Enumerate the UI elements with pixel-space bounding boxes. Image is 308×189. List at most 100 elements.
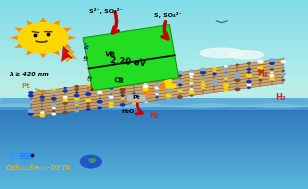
Circle shape [97,100,103,104]
Circle shape [75,88,79,91]
Circle shape [109,99,114,102]
Circle shape [269,62,275,65]
Circle shape [270,65,274,68]
Circle shape [74,97,79,100]
Circle shape [201,83,205,86]
Circle shape [63,99,68,102]
Circle shape [80,155,102,168]
Circle shape [120,103,125,107]
Polygon shape [53,20,60,26]
Circle shape [224,77,228,80]
Circle shape [166,85,171,88]
Circle shape [167,91,170,93]
Text: CB: CB [114,77,125,84]
Circle shape [51,91,56,94]
Polygon shape [26,50,34,56]
Circle shape [247,83,251,86]
Circle shape [270,68,274,70]
Circle shape [282,67,285,69]
Circle shape [75,92,78,94]
Ellipse shape [200,48,243,58]
Circle shape [74,100,79,103]
Circle shape [165,84,172,88]
Circle shape [109,86,114,89]
Circle shape [98,88,101,91]
Circle shape [165,94,172,97]
Circle shape [236,85,239,87]
Circle shape [143,75,148,79]
Circle shape [189,70,194,72]
Circle shape [155,90,160,92]
Circle shape [52,110,55,112]
Circle shape [63,102,68,105]
Polygon shape [39,53,47,58]
Circle shape [190,88,193,91]
Polygon shape [63,28,72,32]
Circle shape [223,83,229,87]
Circle shape [166,88,171,91]
Circle shape [281,60,286,63]
Circle shape [178,84,182,86]
Circle shape [63,96,68,99]
Circle shape [87,102,90,104]
Circle shape [75,110,79,112]
Circle shape [28,94,34,97]
Circle shape [18,23,68,53]
Circle shape [247,71,251,74]
Circle shape [85,92,91,96]
Polygon shape [62,46,72,61]
Circle shape [132,99,136,101]
Circle shape [235,88,240,91]
Circle shape [166,78,172,82]
Circle shape [144,79,148,81]
Circle shape [63,90,68,93]
Circle shape [223,74,229,77]
Ellipse shape [17,153,35,159]
Ellipse shape [229,51,263,59]
Circle shape [75,104,78,106]
Polygon shape [26,20,34,26]
Circle shape [144,101,148,103]
Circle shape [109,105,114,108]
Circle shape [86,105,90,108]
Circle shape [259,76,262,78]
Circle shape [257,60,263,64]
Circle shape [258,69,263,73]
Circle shape [201,81,205,83]
Circle shape [40,99,45,102]
Circle shape [28,91,33,94]
Circle shape [86,108,91,111]
Circle shape [190,79,193,81]
Circle shape [120,88,126,91]
Circle shape [144,82,148,84]
Text: Pt: Pt [132,95,140,100]
Circle shape [234,78,241,82]
Circle shape [109,84,113,86]
Circle shape [97,107,102,109]
Circle shape [120,82,125,85]
Circle shape [247,68,251,71]
Text: λ ≥ 420 nm: λ ≥ 420 nm [9,72,49,77]
Circle shape [51,97,57,101]
Circle shape [120,91,125,94]
Circle shape [52,107,56,109]
Circle shape [212,79,217,82]
Circle shape [51,103,57,107]
Circle shape [270,74,274,77]
Circle shape [28,112,33,116]
Circle shape [64,87,67,89]
Text: H₂O: H₂O [122,109,135,114]
Circle shape [109,81,113,83]
Circle shape [132,102,136,105]
Circle shape [224,90,228,92]
Circle shape [85,98,91,102]
Circle shape [40,111,44,114]
Circle shape [166,97,171,100]
Polygon shape [83,25,179,91]
Circle shape [189,91,194,94]
Circle shape [177,71,183,74]
Text: S, SO₄²⁻: S, SO₄²⁻ [154,12,182,18]
Text: H₂: H₂ [257,69,268,78]
Text: CdS₀.₅Se₀.₅-DETA: CdS₀.₅Se₀.₅-DETA [6,165,72,171]
Circle shape [121,98,124,100]
